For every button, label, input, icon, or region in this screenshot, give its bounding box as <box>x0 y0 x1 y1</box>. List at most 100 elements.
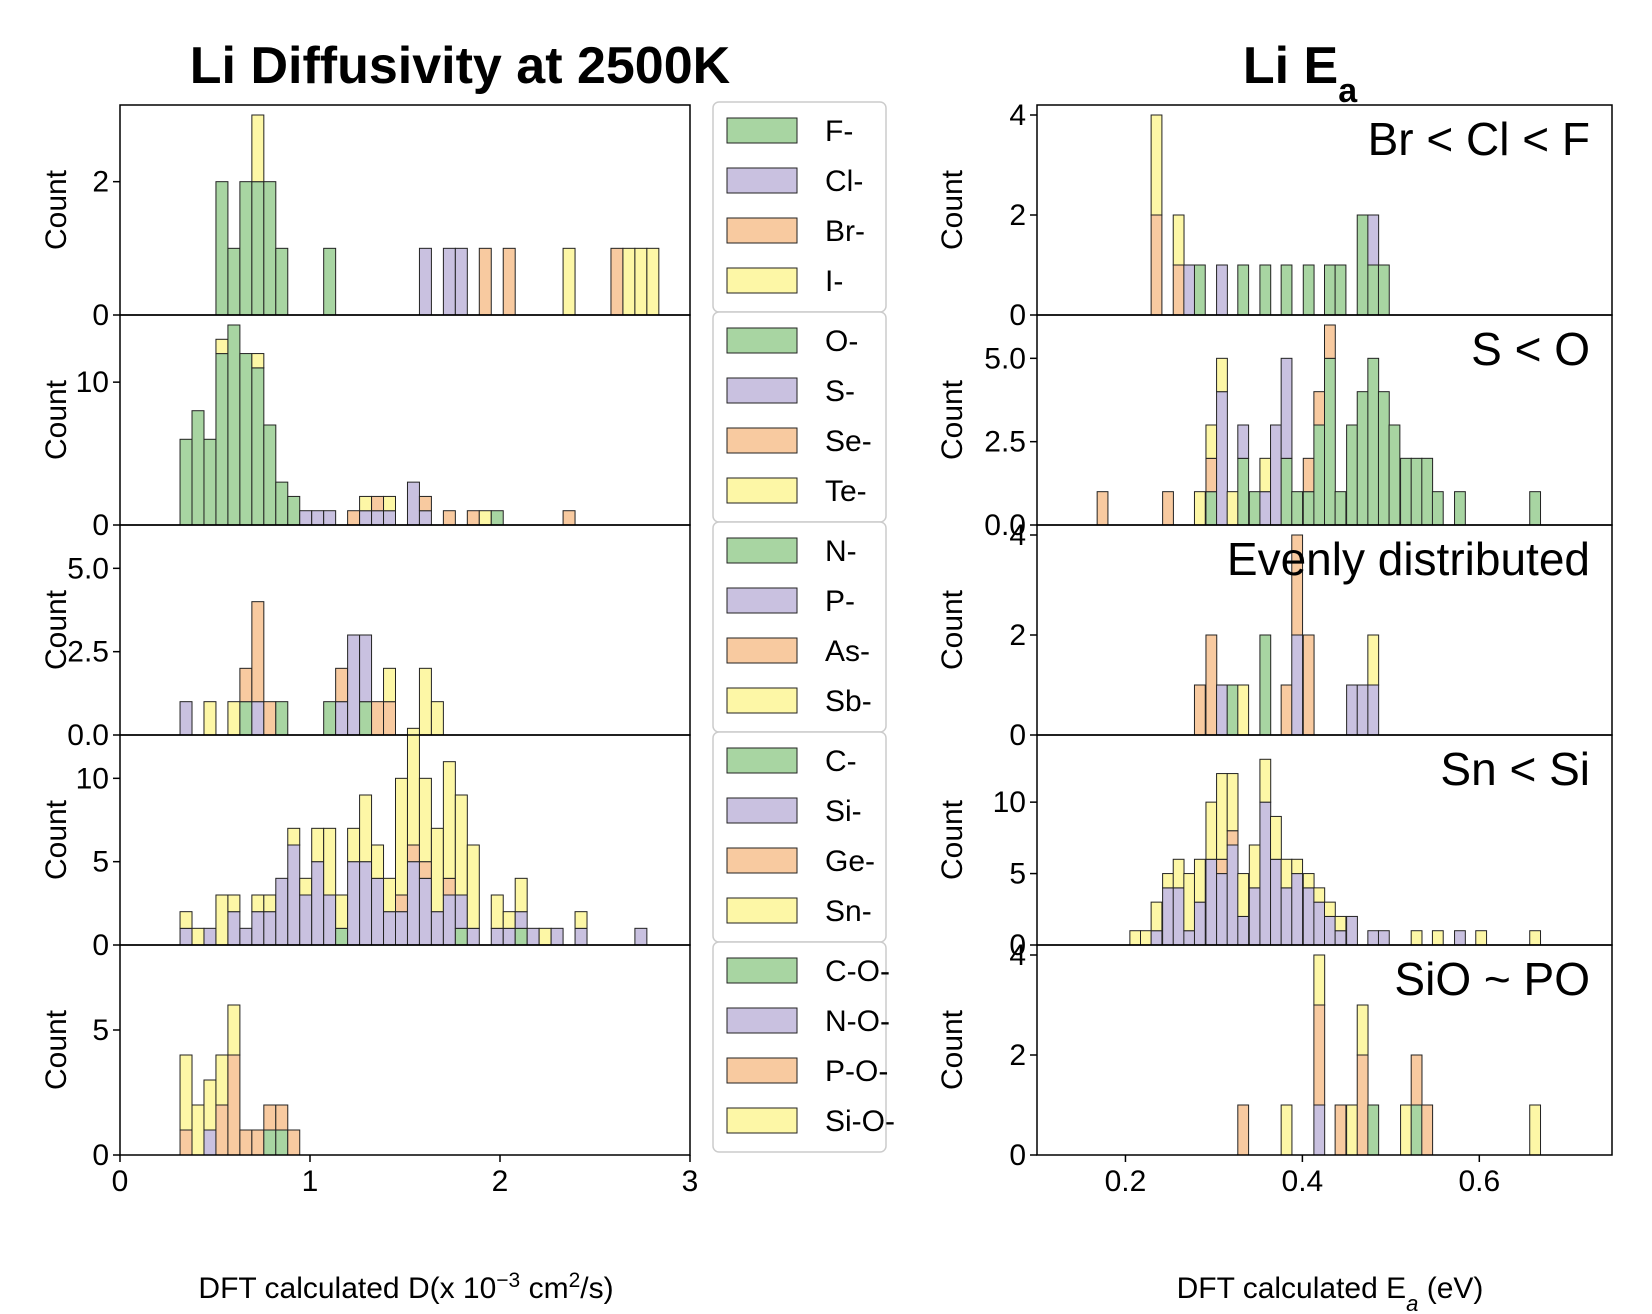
bar-segment <box>1388 424 1401 526</box>
bar-segment <box>335 667 349 703</box>
bar-segment <box>406 844 420 863</box>
bar-segment <box>550 927 564 946</box>
legend-label: As- <box>825 635 870 668</box>
bar-segment <box>1237 915 1250 946</box>
bar-segment <box>299 877 313 896</box>
bar-segment <box>622 247 636 316</box>
right-panel-5: 0 2 4 Count SiO ~ PO <box>936 939 1613 1172</box>
right-figure-title-sub: a <box>1338 72 1358 110</box>
bar-segment <box>1259 634 1272 736</box>
bar-segment <box>239 181 253 316</box>
bar-segment <box>1529 930 1542 946</box>
bar-segment <box>347 827 361 863</box>
bar-segment <box>1324 915 1336 946</box>
legend-label: N- <box>825 535 857 568</box>
bar-segment <box>239 667 253 703</box>
bar-segment <box>1280 1104 1293 1156</box>
bar-segment <box>215 1104 229 1156</box>
bar-segment <box>1193 491 1206 526</box>
bar-segment <box>1259 758 1272 803</box>
panel-annotation: Br < Cl < F <box>1368 113 1590 165</box>
legend-label: S- <box>825 375 855 408</box>
bar-segment <box>574 911 588 929</box>
bar-segment <box>1367 634 1380 686</box>
bar-segment <box>1410 1104 1423 1156</box>
bar-segment <box>299 894 313 946</box>
bar-segment <box>191 1104 205 1156</box>
bar-segment <box>1172 264 1185 316</box>
bar-segment <box>1237 264 1250 316</box>
y-axis-label: Count <box>40 379 73 460</box>
bar-segment <box>359 794 373 863</box>
bar-segment <box>1356 214 1369 316</box>
bar-segment <box>1280 887 1293 946</box>
bar-segment <box>406 481 420 526</box>
bar-segment <box>323 894 337 946</box>
bar-segment <box>1237 424 1250 459</box>
left-panel-frame <box>119 104 691 316</box>
bar-segment <box>1226 773 1239 832</box>
legend-swatch <box>726 897 798 924</box>
bar-segment <box>442 877 456 896</box>
bar-segment <box>442 761 456 879</box>
bar-segment <box>454 894 468 929</box>
bar-segment <box>1313 901 1326 946</box>
bar-segment <box>1410 930 1423 946</box>
bar-segment <box>1431 491 1444 526</box>
bar-segment <box>251 701 265 736</box>
bar-segment <box>1129 930 1142 946</box>
bar-segment <box>287 1129 301 1156</box>
bar-segment <box>430 911 444 946</box>
y-axis-label: Count <box>40 169 73 250</box>
bar-segment <box>1367 1104 1380 1156</box>
bar-segment <box>227 911 241 946</box>
bar-segment <box>1205 424 1218 459</box>
bar-segment <box>1280 858 1293 889</box>
bar-segment <box>347 510 361 526</box>
bar-segment <box>1334 264 1347 316</box>
bar-segment <box>1291 634 1304 736</box>
bar-segment <box>359 495 373 512</box>
bar-segment <box>179 911 193 929</box>
x-tick-label: 0 <box>112 1165 129 1198</box>
bar-segment <box>215 894 229 946</box>
bar-segment <box>359 634 373 703</box>
legend-label: C- <box>825 745 857 778</box>
bar-segment <box>359 510 373 526</box>
bar-segment <box>478 247 492 316</box>
bar-segment <box>1259 457 1272 493</box>
left-figure-title: Li Diffusivity at 2500K <box>190 37 731 95</box>
bar-segment <box>311 861 325 946</box>
bar-segment <box>1205 801 1218 860</box>
bar-segment <box>251 367 265 526</box>
bar-segment <box>1346 424 1358 526</box>
bar-segment <box>227 324 241 526</box>
right-figure-title: Li Ea <box>1243 37 1358 110</box>
bar-segment <box>1216 357 1228 393</box>
legend-swatch <box>726 1007 798 1034</box>
bar-segment <box>383 495 396 512</box>
bar-segment <box>442 894 456 946</box>
x-tick-label: 3 <box>682 1165 699 1198</box>
bar-segment <box>1302 264 1315 316</box>
bar-segment <box>251 601 265 703</box>
left-panel-1: 0 2 Count <box>40 104 691 332</box>
bar-segment <box>1367 357 1380 526</box>
diffusivity-histograms: 02Count010Count0.02.55.0Count0510Count05… <box>40 104 699 1198</box>
bar-segment <box>538 927 552 946</box>
bar-segment <box>514 877 528 913</box>
panel-annotation: Evenly distributed <box>1227 533 1590 585</box>
y-tick-label: 2.5 <box>67 636 109 669</box>
legend-swatch <box>726 537 798 564</box>
bar-segment <box>191 927 205 946</box>
bar-segment <box>1150 114 1163 216</box>
bar-segment <box>179 1054 193 1131</box>
bar-segment <box>1248 491 1261 526</box>
legend-label: O- <box>825 325 858 358</box>
bar-segment <box>335 701 349 736</box>
bar-segment <box>514 927 528 946</box>
bar-segment <box>1410 457 1423 526</box>
anion-legends: F- Cl- Br- I- O- S- Se- Te- N- P- As- Sb- C- Si- Ge- Sn… <box>712 101 895 1153</box>
y-axis-label: Count <box>936 1009 969 1090</box>
bar-segment <box>383 877 396 913</box>
